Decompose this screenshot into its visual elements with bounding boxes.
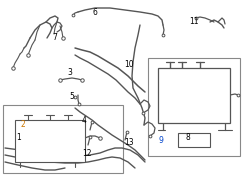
Text: 3: 3 xyxy=(67,68,72,77)
Bar xyxy=(178,133,210,147)
Text: 12: 12 xyxy=(82,148,91,158)
Text: 9: 9 xyxy=(159,136,163,145)
Text: 10: 10 xyxy=(124,60,134,69)
Text: 6: 6 xyxy=(93,8,98,17)
Bar xyxy=(15,120,85,162)
Text: 13: 13 xyxy=(124,138,134,147)
Text: 7: 7 xyxy=(52,33,57,42)
Text: 11: 11 xyxy=(189,17,199,26)
Text: 8: 8 xyxy=(185,133,190,142)
Bar xyxy=(158,68,230,123)
Text: 5: 5 xyxy=(70,92,74,101)
Bar xyxy=(148,58,240,156)
Text: 2: 2 xyxy=(21,120,26,129)
Text: 1: 1 xyxy=(16,133,21,142)
Bar xyxy=(3,105,123,173)
Text: 4: 4 xyxy=(82,116,87,125)
